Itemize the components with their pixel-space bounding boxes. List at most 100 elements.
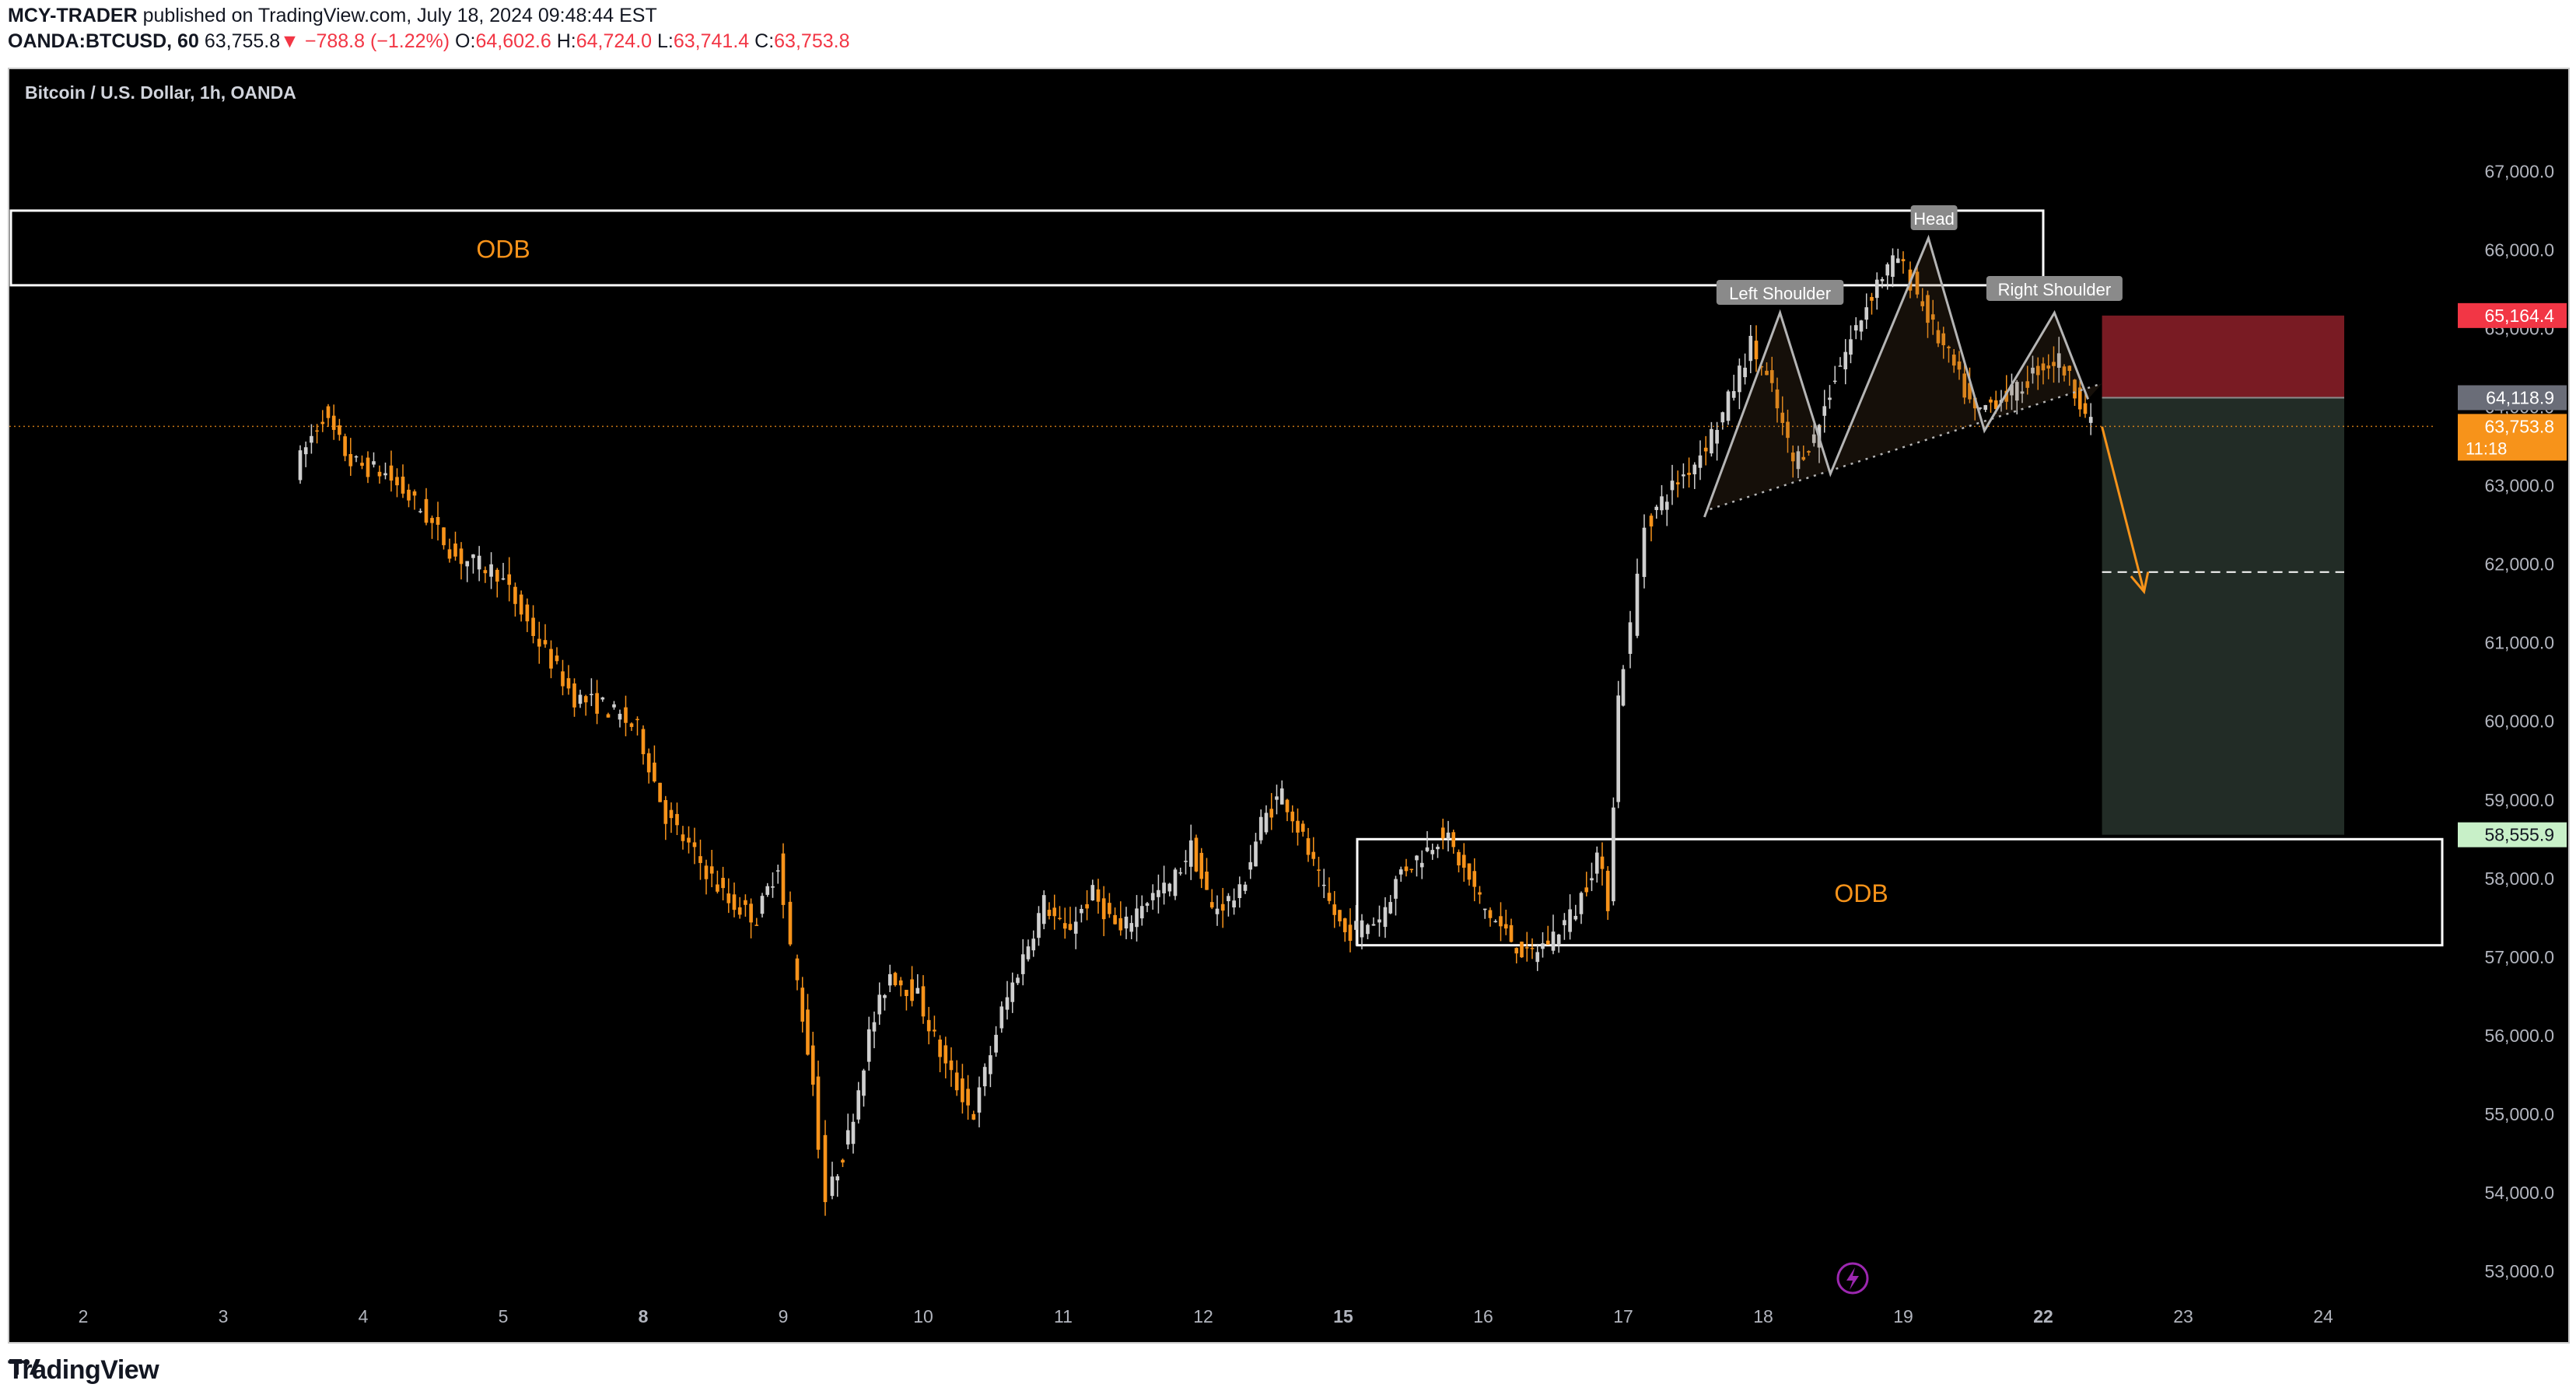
- candle-body: [1968, 383, 1972, 400]
- x-tick-label: 18: [1753, 1306, 1773, 1326]
- candle-body: [1306, 838, 1311, 855]
- candle-body: [389, 465, 394, 481]
- candle-body: [310, 435, 313, 443]
- odb-zone[interactable]: [1356, 837, 2444, 947]
- candle-body: [338, 425, 341, 435]
- candle-body: [658, 782, 662, 802]
- candle-body: [1612, 807, 1615, 902]
- candle-body: [1415, 855, 1419, 861]
- candle-body: [1467, 863, 1472, 880]
- candle-body: [501, 578, 506, 580]
- x-tick-label: 3: [219, 1306, 229, 1326]
- candle-body: [1930, 314, 1935, 320]
- high-label: H:: [556, 30, 576, 52]
- candle-body: [810, 1045, 815, 1085]
- candle-body: [1188, 840, 1193, 867]
- candle-body: [1157, 889, 1160, 897]
- candle-body: [1748, 335, 1753, 362]
- candle-body: [1738, 365, 1741, 393]
- candle-body: [994, 1034, 998, 1053]
- stop-loss-zone[interactable]: [2102, 315, 2344, 398]
- open-label: O:: [455, 30, 476, 52]
- candle-body: [1026, 946, 1031, 959]
- candle-body: [1377, 919, 1381, 923]
- x-tick-label: 17: [1613, 1306, 1633, 1326]
- tradingview-logo-icon[interactable]: [8, 1354, 42, 1378]
- candle-body: [348, 454, 353, 467]
- candle-body: [816, 1076, 821, 1150]
- candle-body: [1901, 259, 1906, 261]
- candle-body: [395, 477, 399, 486]
- low-label: L:: [657, 30, 674, 52]
- y-tick-label: 60,000.0: [2484, 711, 2554, 732]
- candle-body: [726, 893, 731, 903]
- candle-body: [1215, 908, 1220, 914]
- candle-body: [1090, 885, 1095, 900]
- candle-body: [1832, 380, 1837, 383]
- candle-body: [749, 903, 753, 923]
- candle-body: [646, 753, 651, 773]
- candle-body: [1692, 464, 1697, 475]
- footer: TradingView: [8, 1354, 159, 1386]
- candle-body: [407, 489, 411, 501]
- candle-body: [471, 554, 475, 558]
- take-profit-zone[interactable]: [2102, 397, 2344, 835]
- candle-body: [1962, 373, 1967, 398]
- y-tick-label: 57,000.0: [2484, 947, 2554, 967]
- price-chart[interactable]: Bitcoin / U.S. Dollar, 1h, OANDA 53,000.0…: [9, 69, 2568, 1342]
- candle-body: [1621, 669, 1626, 706]
- candle-body: [1457, 851, 1461, 865]
- neckline[interactable]: [1710, 383, 2102, 511]
- y-tick-label: 55,000.0: [2484, 1104, 2554, 1124]
- candle-body: [1936, 330, 1941, 344]
- x-tick-label: 12: [1193, 1306, 1213, 1326]
- odb-zone[interactable]: [9, 209, 2045, 287]
- candle-body: [1849, 339, 1853, 355]
- candle-body: [1682, 474, 1685, 477]
- candle-body: [1451, 832, 1456, 848]
- candle-body: [2041, 363, 2046, 371]
- projection-arrow[interactable]: [2101, 426, 2146, 592]
- candle-body: [1720, 412, 1725, 423]
- candle-body: [999, 1006, 1004, 1029]
- candle-body: [716, 884, 719, 892]
- candle-body: [1941, 333, 1946, 345]
- candle-body: [1520, 942, 1524, 958]
- candle-body: [653, 762, 656, 782]
- price-change: −788.8 (−1.22%): [304, 30, 450, 52]
- candle-body: [1220, 903, 1225, 911]
- publisher-name[interactable]: MCY-TRADER: [8, 5, 138, 26]
- pattern-label-box: [1986, 275, 2123, 301]
- y-tick-label: 54,000.0: [2484, 1183, 2554, 1203]
- candle-body: [1978, 407, 1983, 409]
- candle-body: [1016, 977, 1020, 984]
- candle-body: [1530, 948, 1535, 949]
- candle-body: [692, 842, 697, 848]
- x-tick-label: 2: [79, 1306, 89, 1326]
- y-tick-label: 61,000.0: [2484, 633, 2554, 653]
- candle-body: [898, 980, 903, 986]
- candle-body: [982, 1067, 987, 1087]
- candle-body: [303, 447, 308, 455]
- candle-body: [1828, 397, 1832, 400]
- candle-body: [775, 870, 780, 872]
- candle-body: [1838, 365, 1843, 367]
- head-shoulders-pattern[interactable]: [1703, 234, 2089, 518]
- candle-body: [1972, 397, 1977, 409]
- candle-body: [1366, 924, 1370, 935]
- pattern-label: Head: [1910, 204, 1958, 230]
- publish-line: MCY-TRADER published on TradingView.com,…: [8, 5, 657, 27]
- candle-body: [1993, 400, 1998, 410]
- candle-body: [2010, 384, 2014, 396]
- chart-frame[interactable]: Bitcoin / U.S. Dollar, 1h, OANDA 53,000.0…: [8, 68, 2570, 1344]
- candle-body: [465, 561, 470, 567]
- lightning-icon[interactable]: [1836, 1262, 1869, 1295]
- current-price-badge-bg: [2458, 414, 2567, 461]
- candle-body: [1807, 451, 1811, 453]
- candle-body: [1600, 856, 1605, 869]
- candle-body: [525, 604, 530, 622]
- candle-body: [1503, 924, 1508, 929]
- x-tick-label: 22: [2033, 1306, 2053, 1326]
- candle-body: [1317, 869, 1321, 871]
- candle-body: [866, 1029, 871, 1062]
